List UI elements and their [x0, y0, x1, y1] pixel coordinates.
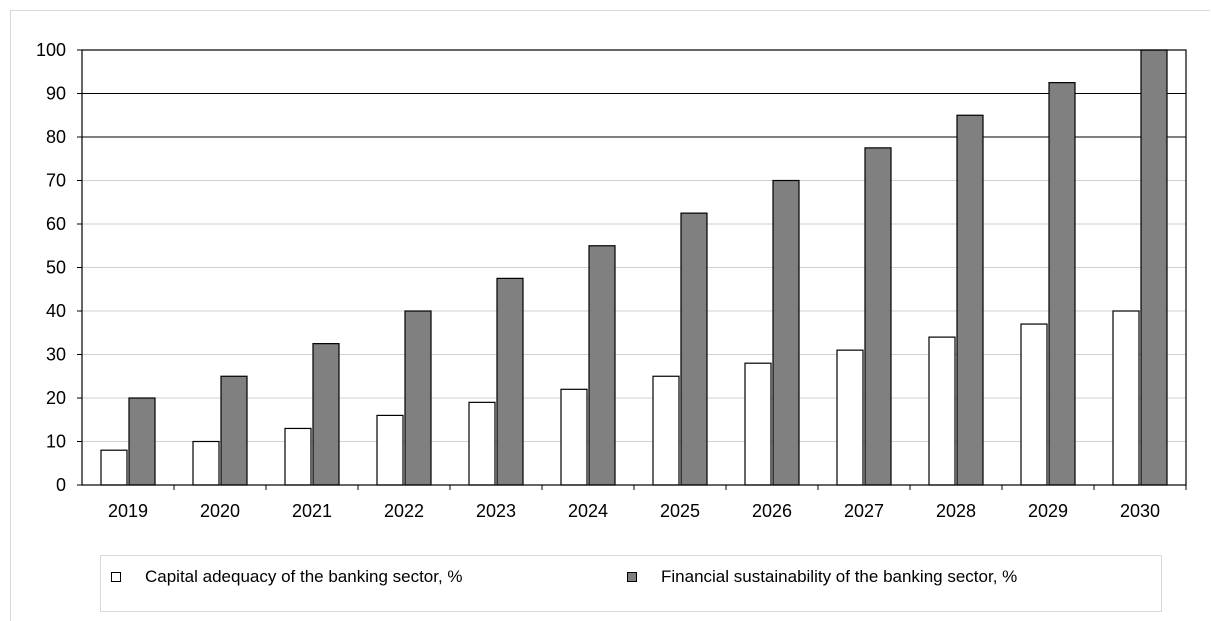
y-tick-label: 90 [46, 84, 66, 104]
bar-financial-sustainability [128, 397, 156, 486]
bar-capital-adequacy [560, 388, 588, 486]
y-tick-label: 80 [46, 127, 66, 147]
bar-financial-sustainability [312, 343, 340, 486]
bar-financial-sustainability [496, 277, 524, 486]
y-tick-label: 30 [46, 345, 66, 365]
y-tick-label: 70 [46, 171, 66, 191]
chart-frame [10, 10, 1210, 621]
bar-financial-sustainability [680, 212, 708, 486]
legend-swatch-white [111, 572, 121, 582]
legend: Capital adequacy of the banking sector, … [100, 555, 1162, 612]
bar-capital-adequacy [1020, 323, 1048, 486]
x-tick-label: 2020 [200, 501, 240, 521]
bar-capital-adequacy [284, 427, 312, 486]
legend-item-capital-adequacy: Capital adequacy of the banking sector, … [111, 567, 463, 587]
x-tick-label: 2023 [476, 501, 516, 521]
bar-financial-sustainability [220, 375, 248, 486]
bar-capital-adequacy [376, 414, 404, 486]
x-tick-label: 2030 [1120, 501, 1160, 521]
bar-financial-sustainability [588, 245, 616, 486]
legend-swatch-gray [627, 572, 637, 582]
bar-financial-sustainability [956, 114, 984, 486]
bar-financial-sustainability [772, 179, 800, 486]
bar-financial-sustainability [1140, 49, 1168, 486]
x-tick-label: 2028 [936, 501, 976, 521]
y-tick-label: 50 [46, 258, 66, 278]
bar-financial-sustainability [404, 310, 432, 486]
x-tick-label: 2025 [660, 501, 700, 521]
legend-label: Financial sustainability of the banking … [661, 567, 1018, 586]
legend-label: Capital adequacy of the banking sector, … [145, 567, 463, 586]
bar-capital-adequacy [744, 362, 772, 486]
bar-capital-adequacy [1112, 310, 1140, 486]
x-tick-label: 2021 [292, 501, 332, 521]
bar-capital-adequacy [652, 375, 680, 486]
bar-capital-adequacy [836, 349, 864, 486]
bar-capital-adequacy [928, 336, 956, 486]
bars [100, 49, 1168, 486]
x-tick-label: 2019 [108, 501, 148, 521]
x-tick-label: 2026 [752, 501, 792, 521]
x-tick-label: 2022 [384, 501, 424, 521]
bar-capital-adequacy [468, 401, 496, 486]
x-tick-labels: 2019 2020 2021 2022 2023 2024 2025 2026 2027 2028… [108, 485, 1187, 521]
bar-financial-sustainability [1048, 82, 1076, 486]
x-tick-label: 2029 [1028, 501, 1068, 521]
y-tick-label: 60 [46, 214, 66, 234]
y-tick-label: 40 [46, 301, 66, 321]
bar-capital-adequacy [192, 440, 220, 486]
y-tick-label: 20 [46, 388, 66, 408]
y-tick-label: 10 [46, 432, 66, 452]
bar-capital-adequacy [100, 449, 128, 486]
legend-item-financial-sustainability: Financial sustainability of the banking … [627, 567, 1017, 587]
y-tick-label: 100 [36, 40, 66, 60]
y-tick-label: 0 [56, 475, 66, 495]
bar-financial-sustainability [864, 147, 892, 486]
x-tick-label: 2027 [844, 501, 884, 521]
x-tick-label: 2024 [568, 501, 608, 521]
y-tick-labels: 0 10 20 30 40 50 60 70 80 90 100 [36, 40, 66, 495]
